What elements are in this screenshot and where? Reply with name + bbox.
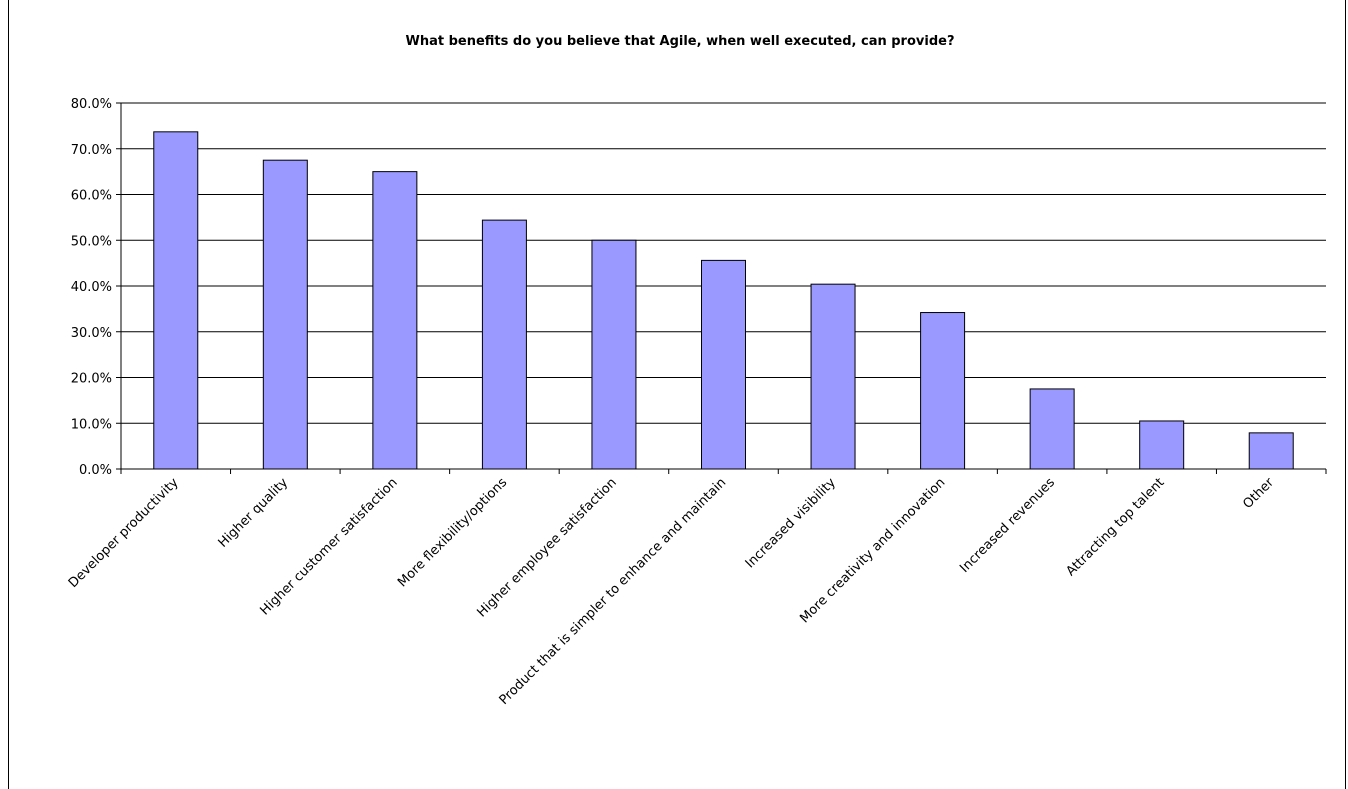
- x-tick-label: More flexibility/options: [395, 475, 510, 590]
- y-tick-label: 10.0%: [71, 417, 112, 432]
- y-tick-label: 80.0%: [71, 97, 112, 112]
- x-tick-label: Higher quality: [216, 475, 292, 551]
- x-category-labels: Developer productivity Higher qualityHigh…: [66, 475, 1278, 708]
- y-tick-label: 40.0%: [71, 280, 112, 295]
- y-tick-label: 20.0%: [71, 372, 112, 387]
- x-tick-label: Increased revenues: [957, 475, 1058, 576]
- x-tick-label: Developer productivity: [66, 475, 182, 591]
- bars: [153, 131, 1294, 470]
- chart-frame: [8, 0, 1346, 789]
- bar: [1029, 388, 1075, 470]
- y-tick-label: 70.0%: [71, 143, 112, 158]
- bar: [591, 239, 637, 470]
- x-tick-label: Attracting top talent: [1063, 475, 1167, 579]
- x-tick-label: Increased visibility: [743, 475, 839, 571]
- bar: [1248, 432, 1294, 470]
- bar: [1139, 420, 1185, 470]
- bar: [372, 171, 418, 470]
- y-tick-label: 0.0%: [79, 463, 112, 478]
- y-tick-label: 60.0%: [71, 189, 112, 204]
- bar: [810, 283, 856, 470]
- x-tick-label: Product that is simpler to enhance and m…: [497, 475, 730, 708]
- chart-title: What benefits do you believe that Agile,…: [406, 34, 955, 49]
- bar: [481, 219, 527, 470]
- bar: [153, 131, 199, 470]
- axes: [116, 102, 1327, 474]
- y-tick-labels: 0.0% 10.0% 20.0% 30.0% 40.0% 50.0% 60.0% 70.0% 8…: [71, 97, 112, 478]
- bar: [701, 259, 746, 470]
- y-tick-label: 50.0%: [71, 234, 112, 249]
- x-tick-label: Other: [1240, 475, 1277, 512]
- y-tick-label: 30.0%: [71, 326, 112, 341]
- bar: [920, 312, 966, 470]
- bar: [262, 159, 308, 470]
